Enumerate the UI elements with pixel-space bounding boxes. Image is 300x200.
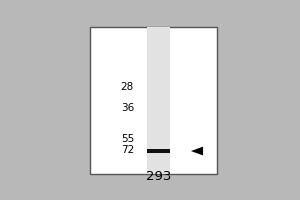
Bar (147, 27, 170, 174)
Text: 55: 55 (121, 134, 134, 144)
Text: 293: 293 (146, 170, 171, 183)
Text: 28: 28 (121, 82, 134, 92)
Bar (147, 149, 170, 153)
Text: 72: 72 (121, 145, 134, 155)
Text: 36: 36 (121, 103, 134, 113)
Bar (90, 27, 217, 174)
Polygon shape (191, 147, 203, 155)
